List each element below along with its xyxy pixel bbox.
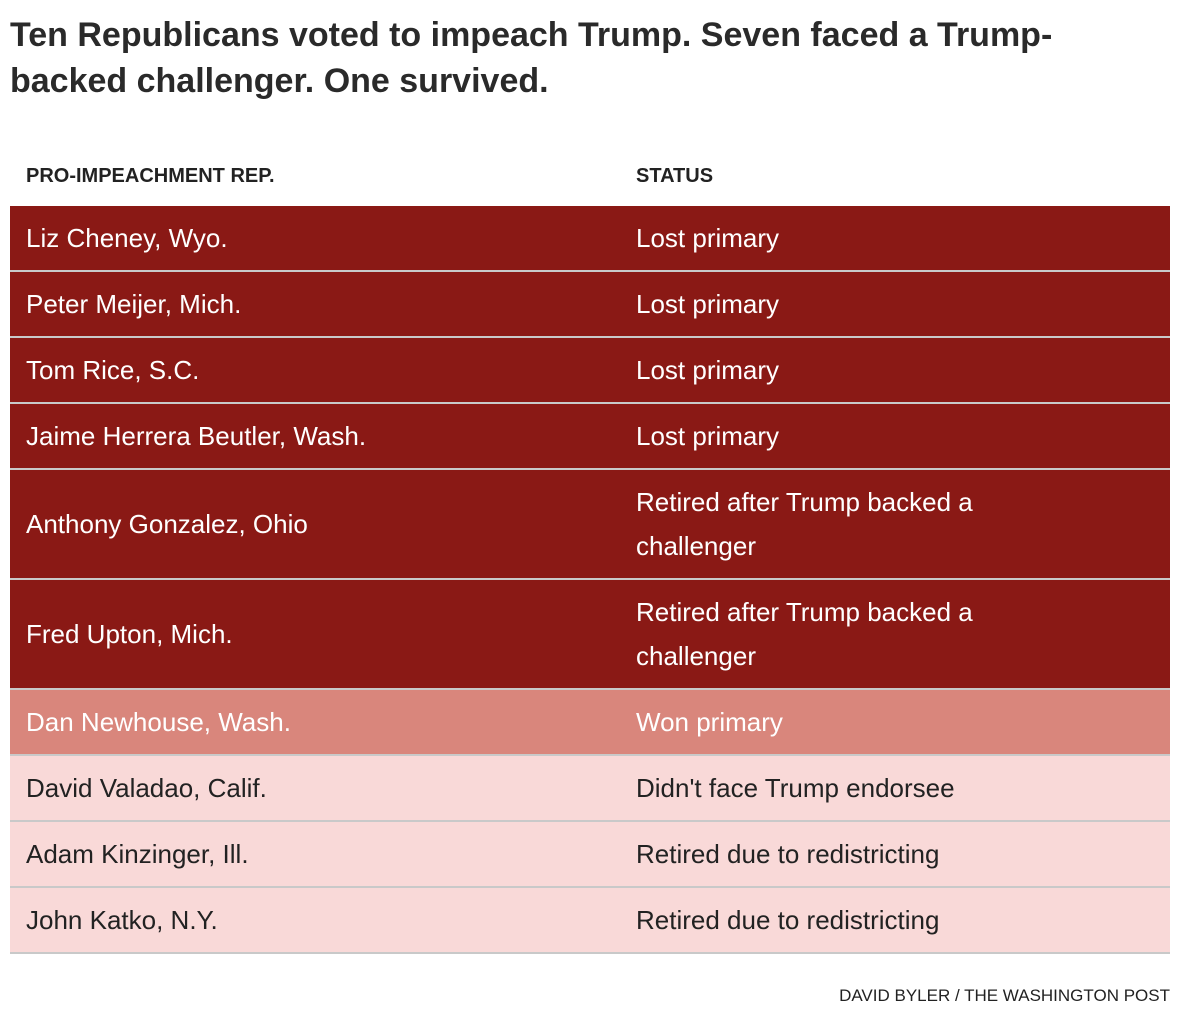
status-cell: Won primary: [620, 689, 1170, 756]
cell-text: Peter Meijer, Mich.: [26, 289, 242, 319]
cell-text: John Katko, N.Y.: [26, 905, 218, 935]
status-cell: Lost primary: [620, 337, 1170, 404]
table-row: Fred Upton, Mich. Retired after Trump bac…: [10, 579, 1170, 690]
cell-text: Didn't face Trump endorsee: [636, 773, 955, 803]
cell-text: Liz Cheney, Wyo.: [26, 223, 228, 253]
status-cell: Didn't face Trump endorsee: [620, 755, 1170, 822]
table-row: Adam Kinzinger, Ill. Retired due to redis…: [10, 821, 1170, 888]
rep-cell: Adam Kinzinger, Ill.: [10, 821, 620, 888]
table-body: Liz Cheney, Wyo. Lost primary Peter Meijer…: [10, 206, 1170, 954]
cell-text: Fred Upton, Mich.: [26, 619, 233, 649]
status-table: PRO-IMPEACHMENT REP. STATUS Liz Cheney, …: [10, 150, 1170, 954]
cell-text: Lost primary: [636, 355, 780, 385]
rep-cell: Tom Rice, S.C.: [10, 337, 620, 404]
cell-text: Retired due to redistricting: [636, 839, 940, 869]
cell-text: Lost primary: [636, 223, 780, 253]
cell-text: Retired due to redistricting: [636, 905, 940, 935]
rep-cell: Jaime Herrera Beutler, Wash.: [10, 403, 620, 470]
status-cell: Retired after Trump backed a challenger: [620, 469, 1170, 580]
table-row: Peter Meijer, Mich. Lost primary: [10, 271, 1170, 338]
cell-text: Won primary: [636, 707, 783, 737]
rep-cell: Fred Upton, Mich.: [10, 579, 620, 690]
cell-text: Tom Rice, S.C.: [26, 355, 200, 385]
cell-text: Anthony Gonzalez, Ohio: [26, 509, 308, 539]
rep-cell: Dan Newhouse, Wash.: [10, 689, 620, 756]
table-row: Tom Rice, S.C. Lost primary: [10, 337, 1170, 404]
column-header: STATUS: [636, 164, 714, 187]
header-row: PRO-IMPEACHMENT REP. STATUS: [10, 150, 1170, 206]
rep-cell: Liz Cheney, Wyo.: [10, 206, 620, 272]
status-cell: Retired due to redistricting: [620, 887, 1170, 954]
rep-cell: Peter Meijer, Mich.: [10, 271, 620, 338]
cell-text: Lost primary: [636, 289, 780, 319]
status-cell: Retired after Trump backed a challenger: [620, 579, 1170, 690]
table-row: David Valadao, Calif. Didn't face Trump e…: [10, 755, 1170, 822]
rep-cell: David Valadao, Calif.: [10, 755, 620, 822]
cell-text: Lost primary: [636, 421, 780, 451]
status-cell: Retired due to redistricting: [620, 821, 1170, 888]
status-cell: Lost primary: [620, 403, 1170, 470]
cell-text: Retired after Trump backed a challenger: [636, 597, 973, 671]
table-row: Liz Cheney, Wyo. Lost primary: [10, 206, 1170, 272]
status-cell: Lost primary: [620, 206, 1170, 272]
status-cell: Lost primary: [620, 271, 1170, 338]
cell-text: Retired after Trump backed a challenger: [636, 487, 973, 561]
title: Ten Republicans voted to impeach Trump. …: [10, 16, 1053, 100]
cell-text: Adam Kinzinger, Ill.: [26, 839, 249, 869]
cell-text: Dan Newhouse, Wash.: [26, 707, 291, 737]
table-row: Jaime Herrera Beutler, Wash. Lost primary: [10, 403, 1170, 470]
cell-text: Jaime Herrera Beutler, Wash.: [26, 421, 367, 451]
table-row: John Katko, N.Y. Retired due to redistric…: [10, 887, 1170, 954]
rep-cell: John Katko, N.Y.: [10, 887, 620, 954]
credit: DAVID BYLER / THE WASHINGTON POST: [839, 986, 1170, 1005]
cell-text: David Valadao, Calif.: [26, 773, 267, 803]
column-header: PRO-IMPEACHMENT REP.: [26, 164, 275, 187]
table-row: Dan Newhouse, Wash. Won primary: [10, 689, 1170, 756]
rep-cell: Anthony Gonzalez, Ohio: [10, 469, 620, 580]
table-row: Anthony Gonzalez, Ohio Retired after Trum…: [10, 469, 1170, 580]
